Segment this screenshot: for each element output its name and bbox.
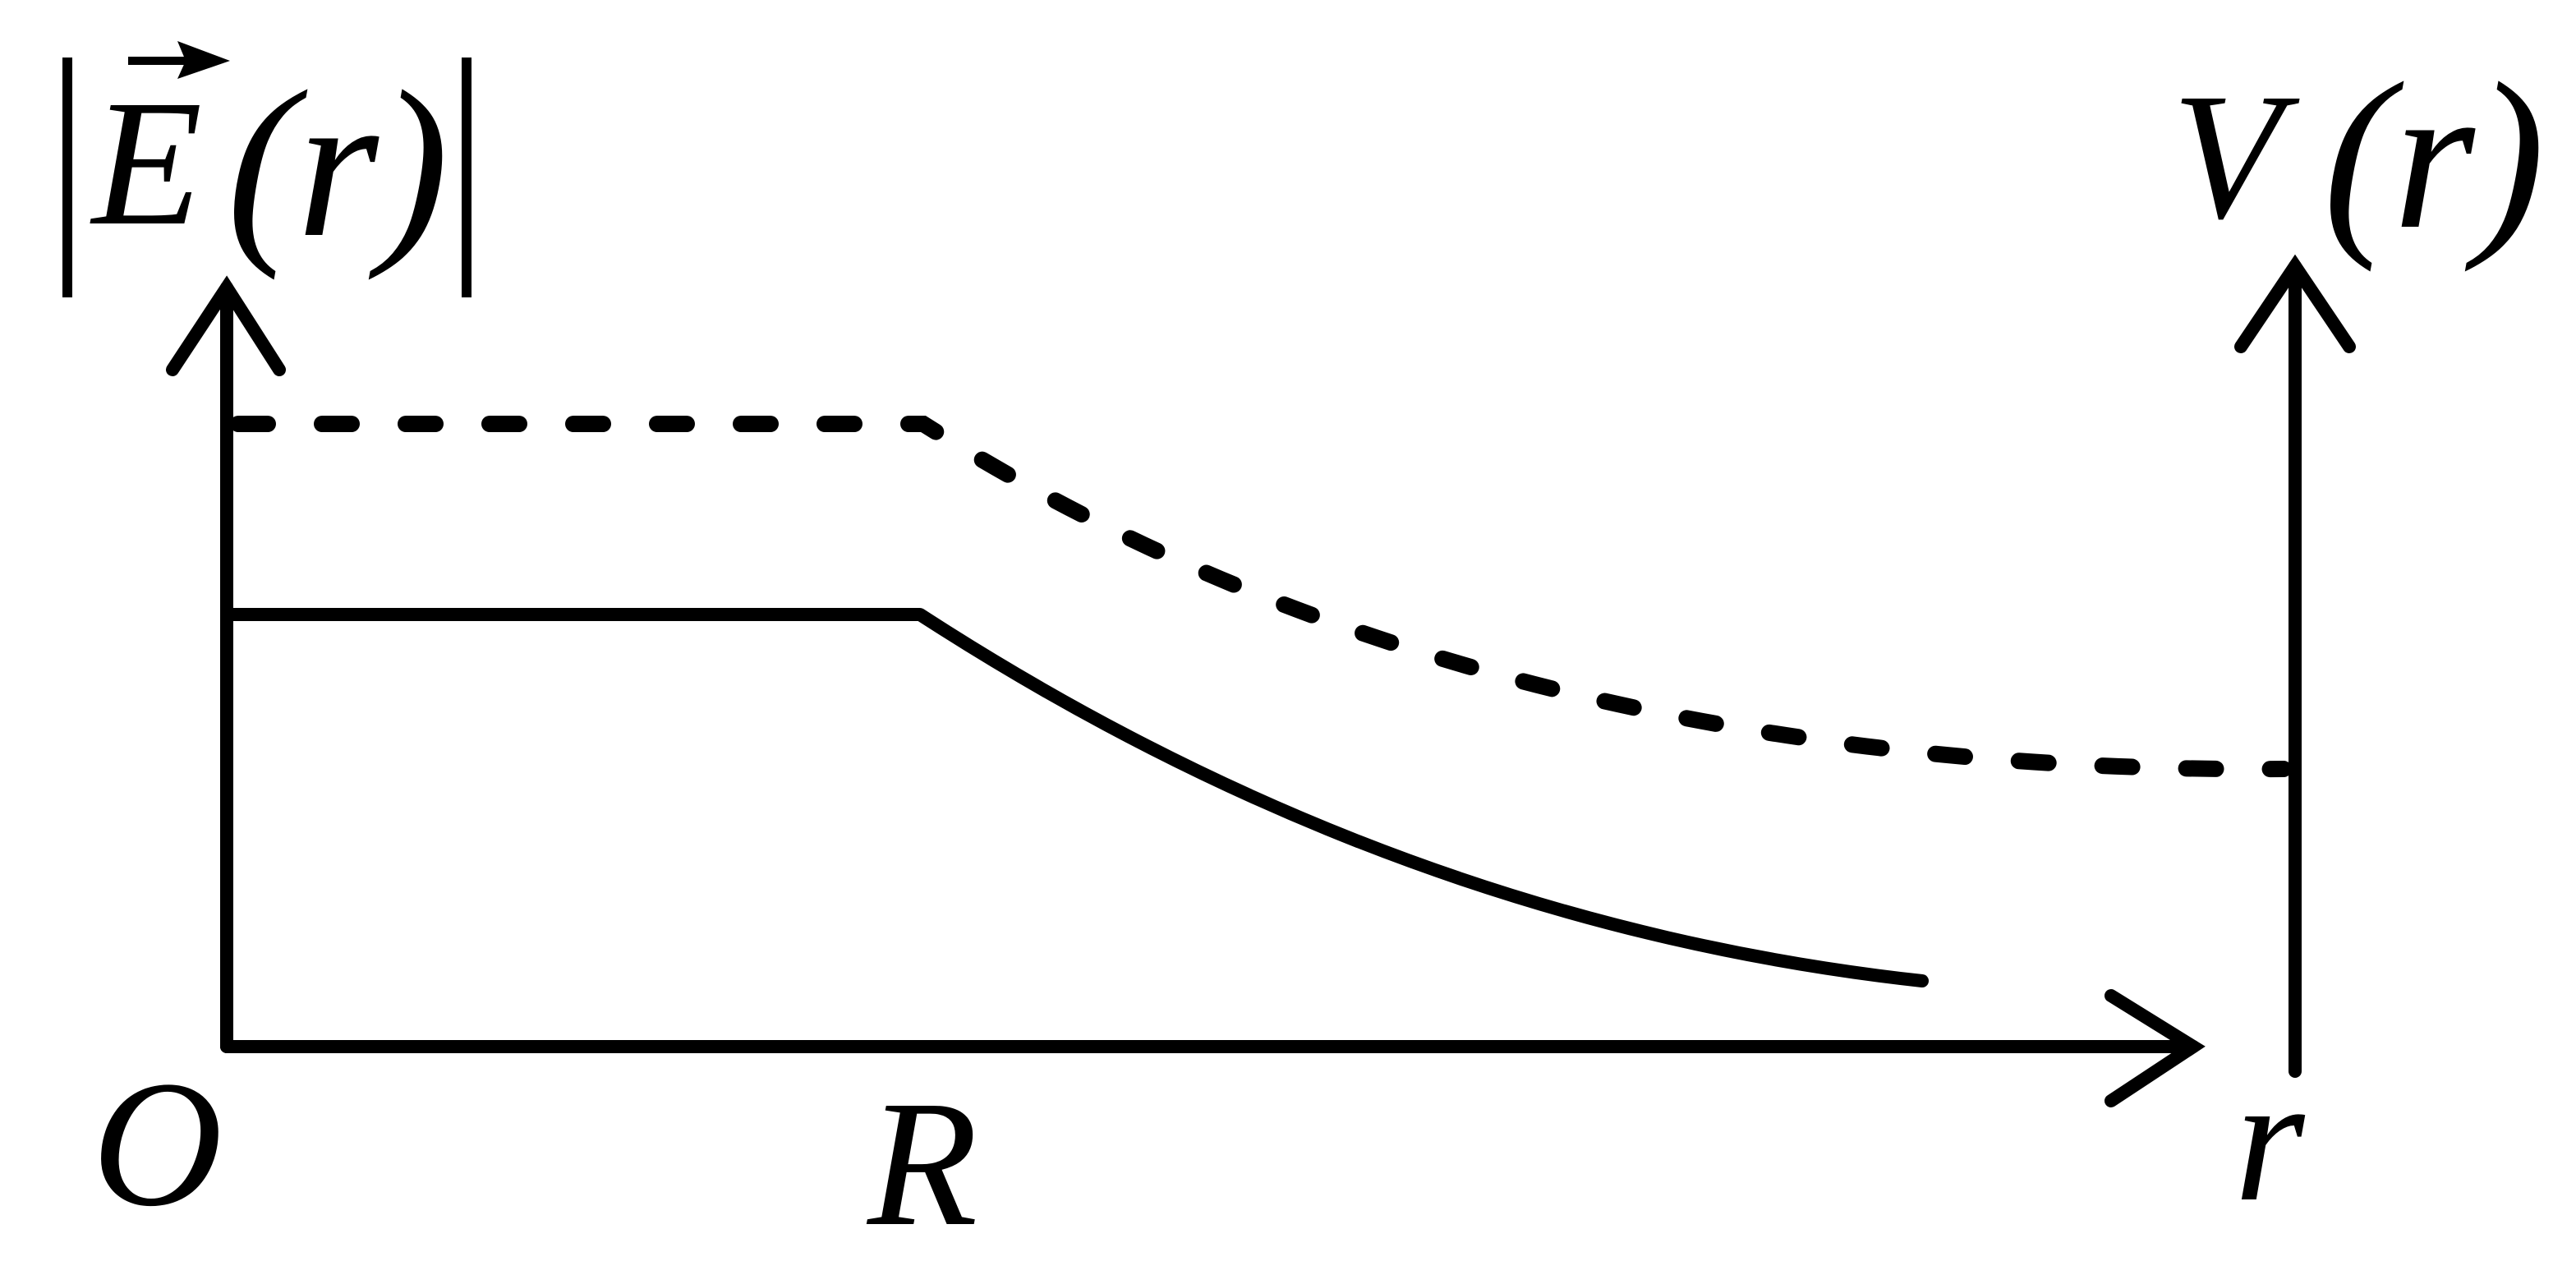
vector-arrowhead — [177, 41, 230, 79]
e-symbol: E — [90, 62, 202, 263]
v-axis-arrow — [2234, 254, 2356, 353]
radius-label: R — [866, 1063, 978, 1263]
v-argument: (r) — [2323, 40, 2545, 273]
potential-curve — [230, 416, 2292, 778]
v-symbol: V — [2172, 56, 2300, 256]
field-curve — [220, 608, 1929, 987]
r-axis-label: r — [2234, 1038, 2306, 1239]
e-argument: (r) — [227, 48, 448, 281]
e-axis-arrow — [166, 275, 286, 376]
r-axis-arrow — [2104, 989, 2206, 1107]
origin-label: O — [92, 1043, 223, 1244]
